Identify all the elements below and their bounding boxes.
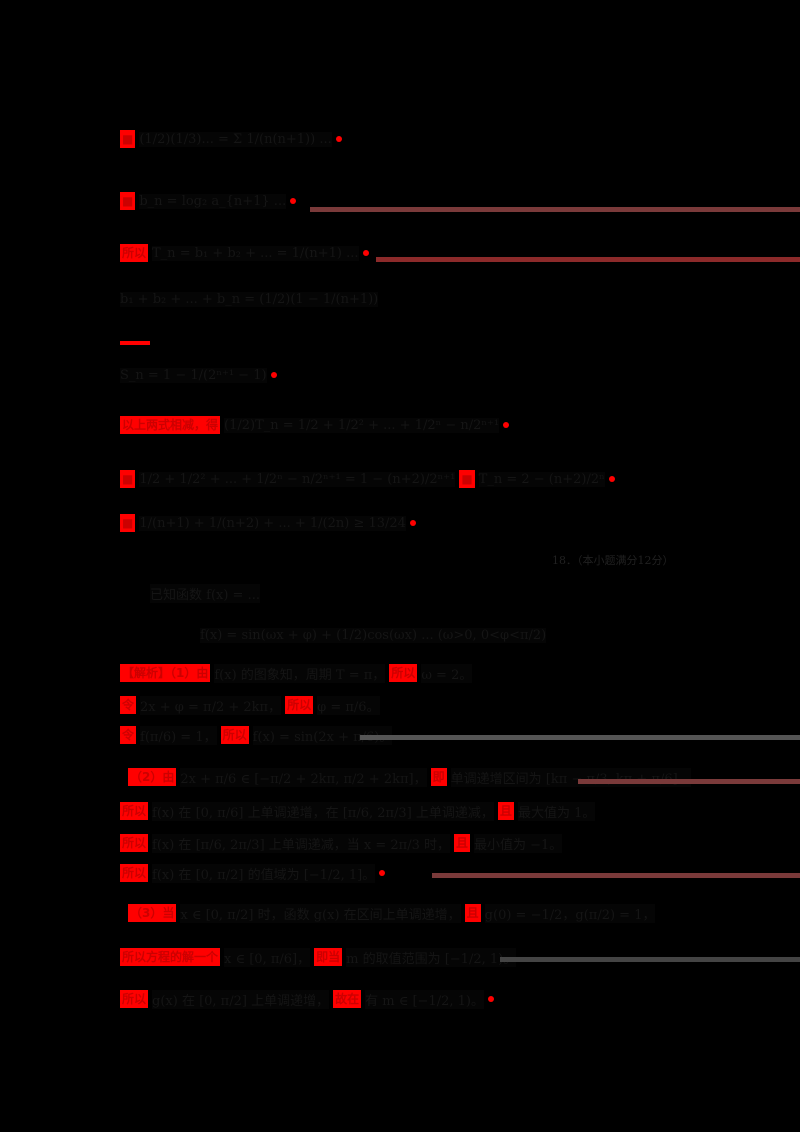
solution-tail: g(0) = −1/2，g(π/2) = 1，	[484, 903, 656, 923]
solution-text: f(x) 在 [0, π/6] 上单调递增，在 [π/6, 2π/3] 上单调递…	[152, 801, 494, 821]
solution-connector: 即当	[314, 948, 343, 966]
red-dot-icon	[409, 520, 416, 526]
solution-line-6: 所以 f(x) 在 [π/6, 2π/3] 上单调递减，当 x = 2π/3 时…	[120, 832, 563, 854]
solution-tail: f(x) = sin(2x + π/6)。	[252, 725, 393, 745]
strike-rule	[360, 735, 800, 740]
solution-text: f(x) 在 [π/6, 2π/3] 上单调递减，当 x = 2π/3 时，	[152, 833, 450, 853]
solution-connector: 且	[454, 834, 471, 852]
solution-connector: 且	[497, 802, 514, 820]
solution-text: f(x) 在 [0, π/2] 的值域为 [−1/2, 1]。	[152, 863, 376, 883]
solution-text: g(x) 在 [0, π/2] 上单调递增，	[152, 989, 330, 1009]
strike-rule	[578, 779, 800, 784]
solution-line-9: 所以方程的解一个 x ∈ [0, π/6]， 即当 m 的取值范围为 [−1/2…	[120, 946, 517, 968]
math-line-7: 以上两式相减，得 (1/2)T_n = 1/2 + 1/2² + ... + 1…	[120, 414, 510, 436]
math-line-2: ■ b_n = log₂ a_{n+1} ...	[120, 190, 297, 212]
solution-connector: 且	[464, 904, 481, 922]
solution-line-1: 【解析】（1）由 f(x) 的图象知，周期 T = π， 所以 ω = 2。	[120, 662, 473, 684]
red-dot-icon	[362, 250, 369, 256]
math-expression: 1/(n+1) + 1/(n+2) + ... + 1/(2n) ≥ 13/24	[139, 515, 406, 531]
problem-formula: f(x) = sin(ωx + φ) + (1/2)cos(ωx) ... (ω…	[200, 624, 547, 646]
red-dot-icon	[290, 198, 297, 204]
red-dot-icon	[503, 422, 510, 428]
solution-line-8: （3）当 x ∈ [0, π/2] 时，函数 g(x) 在区间上单调递增， 且 …	[128, 902, 656, 924]
solution-label: 所以方程的解一个	[120, 948, 221, 966]
solution-line-4: （2）由 2x + π/6 ∈ [−π/2 + 2kπ, π/2 + 2kπ]，…	[128, 766, 691, 788]
math-line-4: b₁ + b₂ + ... + b_n = (1/2)(1 − 1/(n+1))	[120, 288, 379, 310]
math-expression: (1/2)T_n = 1/2 + 1/2² + ... + 1/2ⁿ − n/2…	[224, 417, 500, 433]
solution-text: f(x) 的图象知，周期 T = π，	[214, 663, 386, 683]
solution-line-2: 令 2x + φ = π/2 + 2kπ， 所以 φ = π/6。	[120, 694, 380, 716]
red-dot-icon	[379, 870, 386, 876]
highlight-marker: ■	[459, 470, 475, 488]
strike-rule	[310, 207, 800, 212]
problem-intro: 已知函数 f(x) = ...	[150, 582, 260, 604]
solution-label: 令	[120, 696, 137, 714]
solution-label: 令	[120, 726, 137, 744]
red-dash	[120, 341, 150, 345]
math-line-1: ■ (1/2)(1/3)... = Σ 1/(n(n+1)) ...	[120, 128, 342, 150]
math-expression: S_n = 1 − 1/(2ⁿ⁺¹ − 1)	[120, 367, 267, 383]
solution-text: f(π/6) = 1，	[140, 725, 217, 745]
solution-label: 所以	[120, 834, 149, 852]
math-line-6: S_n = 1 − 1/(2ⁿ⁺¹ − 1)	[120, 364, 277, 386]
solution-line-3: 令 f(π/6) = 1， 所以 f(x) = sin(2x + π/6)。	[120, 724, 393, 746]
solution-label: （3）当	[128, 904, 177, 922]
solution-label: 所以	[120, 864, 149, 882]
solution-label: （2）由	[128, 768, 177, 786]
solution-tail: 有 m ∈ [−1/2, 1)。	[365, 989, 484, 1009]
red-dot-icon	[335, 136, 342, 142]
strike-rule	[376, 257, 800, 262]
highlight-marker: 以上两式相减，得	[120, 416, 221, 434]
red-dot-icon	[270, 372, 277, 378]
highlight-marker: 所以	[120, 244, 149, 262]
math-expression: 1/2 + 1/2² + ... + 1/2ⁿ − n/2ⁿ⁺¹ = 1 − (…	[139, 471, 456, 487]
math-line-9: ■ 1/(n+1) + 1/(n+2) + ... + 1/(2n) ≥ 13/…	[120, 512, 416, 534]
math-expression: T_n = b₁ + b₂ + ... = 1/(n+1) ...	[152, 245, 359, 261]
solution-line-10: 所以 g(x) 在 [0, π/2] 上单调递增， 故在 有 m ∈ [−1/2…	[120, 988, 494, 1010]
highlight-marker: ■	[120, 470, 136, 488]
solution-connector: 所以	[220, 726, 249, 744]
red-dot-icon	[487, 996, 494, 1002]
solution-tail: ω = 2。	[421, 663, 473, 683]
solution-line-7: 所以 f(x) 在 [0, π/2] 的值域为 [−1/2, 1]。	[120, 862, 386, 884]
highlight-marker: ■	[120, 130, 136, 148]
highlight-marker: ■	[120, 514, 136, 532]
solution-connector: 所以	[389, 664, 418, 682]
solution-label: 【解析】（1）由	[120, 664, 211, 682]
solution-connector: 所以	[285, 696, 314, 714]
solution-connector: 故在	[333, 990, 362, 1008]
problem-formula-text: f(x) = sin(ωx + φ) + (1/2)cos(ωx) ... (ω…	[200, 627, 547, 643]
solution-label: 所以	[120, 990, 149, 1008]
math-expression: (1/2)(1/3)... = Σ 1/(n(n+1)) ...	[139, 131, 332, 147]
math-expression: T_n = 2 − (n+2)/2ⁿ	[478, 471, 605, 487]
strike-rule	[432, 873, 800, 878]
solution-connector: 即	[430, 768, 447, 786]
solution-text: 2x + φ = π/2 + 2kπ，	[140, 695, 282, 715]
problem-text: 已知函数 f(x) = ...	[150, 583, 260, 603]
solution-label: 所以	[120, 802, 149, 820]
red-dot-icon	[608, 476, 615, 482]
highlight-marker: ■	[120, 192, 136, 210]
solution-tail: φ = π/6。	[317, 695, 380, 715]
solution-text: 2x + π/6 ∈ [−π/2 + 2kπ, π/2 + 2kπ]，	[180, 767, 427, 787]
math-expression: b₁ + b₂ + ... + b_n = (1/2)(1 − 1/(n+1))	[120, 291, 379, 307]
strike-rule	[500, 957, 800, 962]
solution-text: x ∈ [0, π/2] 时，函数 g(x) 在区间上单调递增，	[180, 903, 461, 923]
solution-tail: m 的取值范围为 [−1/2, 1)。	[346, 947, 517, 967]
section-header: 18．（本小题满分12分）	[552, 554, 674, 567]
solution-text: x ∈ [0, π/6]，	[224, 947, 311, 967]
math-expression: b_n = log₂ a_{n+1} ...	[139, 193, 287, 209]
math-line-5	[120, 332, 150, 354]
solution-line-5: 所以 f(x) 在 [0, π/6] 上单调递增，在 [π/6, 2π/3] 上…	[120, 800, 596, 822]
math-line-8: ■ 1/2 + 1/2² + ... + 1/2ⁿ − n/2ⁿ⁺¹ = 1 −…	[120, 468, 615, 490]
solution-tail: 最小值为 −1。	[474, 833, 563, 853]
math-line-3: 所以 T_n = b₁ + b₂ + ... = 1/(n+1) ...	[120, 242, 369, 264]
solution-tail: 最大值为 1。	[517, 801, 596, 821]
